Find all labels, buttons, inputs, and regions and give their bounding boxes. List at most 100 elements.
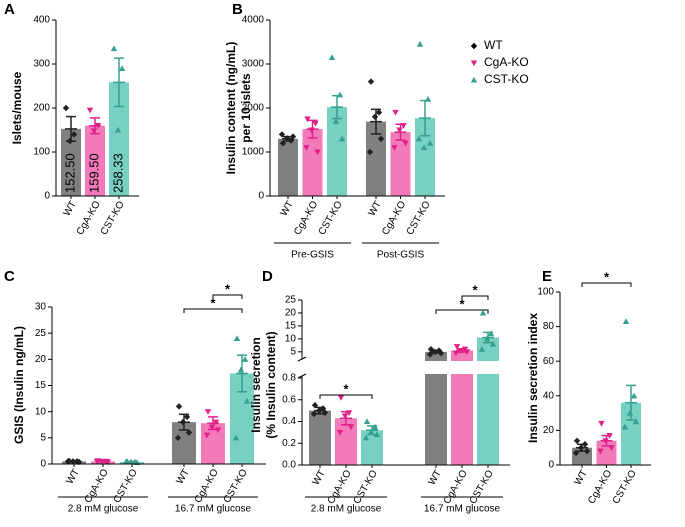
data-point [332, 118, 340, 124]
data-point [328, 54, 336, 60]
y-tick-label: 10 [285, 334, 297, 345]
data-point [424, 96, 432, 102]
y-tick-label: 0.6 [282, 394, 296, 405]
x-tick-label: CST-KO [317, 199, 345, 237]
data-point [626, 409, 634, 416]
data-point [463, 349, 471, 356]
data-point [127, 458, 135, 465]
y-tick-label: 0 [548, 460, 554, 471]
legend-label: WT [484, 38, 503, 52]
y-tick-label: 200 [33, 103, 50, 114]
data-point [314, 149, 321, 156]
data-point [489, 340, 497, 347]
data-point [400, 123, 407, 129]
significance-label: * [472, 282, 478, 297]
data-point [415, 135, 423, 142]
data-point [608, 445, 615, 451]
data-point [366, 148, 374, 156]
data-point [289, 133, 297, 140]
y-axis-label: (% Insulin content) [264, 331, 278, 438]
y-tick-label: 4000 [242, 15, 265, 26]
y-axis-label: Insulin secretion index [526, 313, 540, 443]
data-point [311, 401, 319, 409]
legend-label: CST-KO [484, 72, 529, 86]
data-point [371, 423, 379, 430]
bar [327, 107, 347, 196]
data-point [577, 444, 585, 451]
group-label: Pre-GSIS [291, 250, 334, 261]
y-tick-label: 0.2 [282, 438, 296, 449]
data-point [183, 413, 191, 421]
data-point [572, 449, 580, 457]
data-point [86, 107, 94, 114]
data-point [94, 123, 102, 129]
data-point [470, 76, 478, 83]
data-point [392, 109, 399, 116]
data-point [431, 348, 439, 356]
x-tick-label: CST-KO [99, 199, 127, 237]
data-point [308, 127, 315, 134]
bar [451, 350, 473, 465]
group-label: 16.7 mM glucose [175, 504, 252, 515]
y-tick-label: 0 [44, 191, 50, 202]
data-point [64, 458, 72, 465]
data-point [118, 65, 126, 71]
y-tick-label: 0.4 [282, 416, 296, 427]
significance-bracket [581, 282, 632, 287]
data-point [185, 429, 193, 436]
x-tick-label: CgA-KO [326, 468, 354, 506]
significance-label: * [459, 296, 465, 311]
y-tick-label: 15 [285, 321, 297, 332]
bar [309, 410, 331, 465]
data-point [237, 366, 245, 373]
data-point [606, 433, 613, 439]
data-point [583, 447, 591, 455]
data-point [470, 42, 478, 50]
x-tick-label: WT [65, 467, 82, 486]
data-point [367, 78, 375, 85]
data-point [93, 458, 101, 465]
axis-break [296, 361, 516, 374]
data-point [341, 413, 349, 420]
x-tick-label: WT [573, 468, 590, 487]
x-tick-label: CST-KO [611, 468, 639, 506]
x-tick-label: WT [279, 199, 296, 218]
data-point [416, 41, 424, 47]
data-point [310, 410, 318, 418]
data-point [391, 145, 398, 151]
data-point [232, 434, 240, 441]
x-tick-label: WT [175, 467, 192, 486]
x-tick-label: CgA-KO [193, 467, 221, 505]
data-point [70, 131, 78, 138]
data-point [304, 116, 311, 123]
data-point [621, 423, 629, 430]
data-point [122, 458, 130, 465]
data-point [426, 351, 434, 358]
x-tick-label: CST-KO [352, 468, 380, 506]
data-point [373, 431, 381, 438]
data-point [114, 126, 122, 133]
significance-label: * [210, 295, 216, 310]
data-point [478, 346, 486, 352]
data-point [597, 448, 604, 455]
data-point [363, 418, 371, 425]
data-point [179, 418, 187, 426]
x-tick-label: CST-KO [112, 467, 140, 505]
significance-label: * [225, 281, 231, 296]
data-point [90, 128, 98, 135]
data-point [175, 403, 183, 410]
data-point [362, 434, 370, 441]
data-point [479, 309, 487, 316]
data-point [427, 346, 435, 353]
panel-letter: D [262, 268, 273, 285]
data-point [487, 330, 495, 337]
significance-bracket [183, 308, 243, 313]
y-tick-label: 1000 [242, 147, 265, 158]
y-tick-label: 40 [543, 390, 555, 401]
y-tick-label: 15 [35, 380, 47, 391]
bar [425, 351, 447, 465]
data-point [630, 392, 638, 399]
y-tick-label: 2000 [242, 103, 265, 114]
data-point [337, 395, 345, 401]
significance-label: * [343, 381, 349, 396]
